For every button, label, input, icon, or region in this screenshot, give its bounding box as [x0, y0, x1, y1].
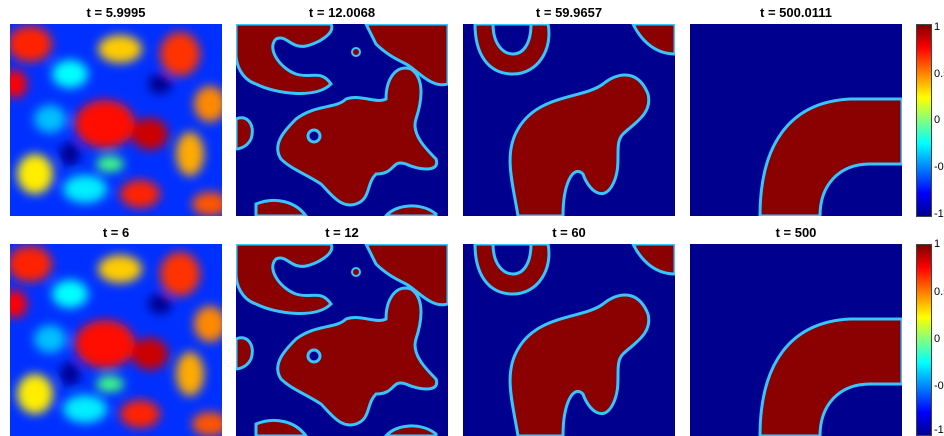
- noise-field: [10, 24, 222, 216]
- panel-title: t = 5.9995: [86, 5, 146, 20]
- colorbar-tick-label: -1: [934, 208, 944, 220]
- colorbar-tick-label: 1: [934, 21, 941, 33]
- panel-title: t = 60: [552, 225, 586, 240]
- colorbar-tick-label: -0: [934, 380, 944, 392]
- phase-field-final: [690, 24, 902, 216]
- field-panel-noise: [10, 24, 222, 216]
- panel-title: t = 500.0111: [760, 5, 832, 20]
- panel-title: t = 500: [775, 225, 817, 240]
- field-panel-final: [690, 24, 902, 216]
- colorbar-tick-label: 0.5: [934, 68, 944, 80]
- phase-field-early: [236, 244, 448, 436]
- phase-field-final: [690, 244, 902, 436]
- panel-title: t = 59.9657: [535, 5, 603, 20]
- colorbar-tick-label: 1: [934, 238, 941, 250]
- field-panel-final: [690, 244, 902, 436]
- field-panel-early: [236, 244, 448, 436]
- phase-field-mid: [463, 24, 675, 216]
- phase-field-early: [236, 24, 448, 216]
- colorbar-tick-label: 0: [934, 333, 941, 345]
- colorbar-tick-label: -1: [934, 424, 944, 436]
- panel-title: t = 12: [325, 225, 359, 240]
- phase-field-mid: [463, 244, 675, 436]
- field-panel-noise: [10, 244, 222, 436]
- colorbar: [916, 24, 932, 217]
- panel-title: t = 12.0068: [308, 5, 376, 20]
- colorbar-tick-label: -0: [934, 161, 944, 173]
- noise-field: [10, 244, 222, 436]
- field-panel-mid: [463, 24, 675, 216]
- field-panel-mid: [463, 244, 675, 436]
- colorbar-tick-label: 0.5: [934, 286, 944, 298]
- panel-title: t = 6: [102, 225, 130, 240]
- field-panel-early: [236, 24, 448, 216]
- colorbar-tick-label: 0: [934, 114, 941, 126]
- colorbar: [916, 244, 932, 436]
